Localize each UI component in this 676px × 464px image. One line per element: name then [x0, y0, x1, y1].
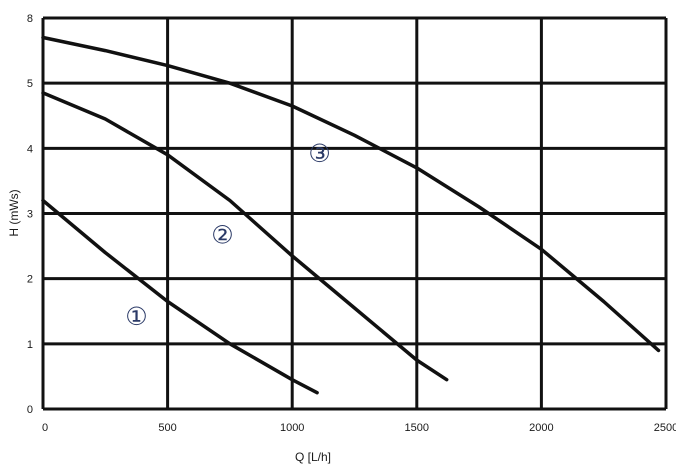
- y-tick-label-4: 4: [27, 143, 33, 155]
- grid-lines: [41, 16, 668, 411]
- pump-curves: [41, 35, 661, 395]
- x-tick-label-1: 500: [158, 422, 176, 434]
- y-tick-label-0: 0: [27, 404, 33, 416]
- x-tick-label-3: 1500: [405, 422, 429, 434]
- tick-labels: 0 500 1000 1500 2000 2500 0 1 2 3 4 5 8: [27, 13, 676, 434]
- curve-2: [41, 91, 449, 382]
- x-tick-label-4: 2000: [529, 422, 553, 434]
- x-axis-label: Q [L/h]: [295, 450, 331, 464]
- y-tick-label-2: 2: [27, 274, 33, 286]
- curve-label-2: ②: [211, 220, 233, 249]
- x-tick-label-2: 1000: [280, 422, 304, 434]
- y-tick-label-3: 3: [27, 209, 33, 221]
- curve-3: [41, 35, 661, 353]
- y-tick-label-6: 8: [27, 13, 33, 25]
- curve-labels: ① ② ③: [125, 139, 331, 331]
- y-tick-label-1: 1: [27, 339, 33, 351]
- curve-label-1: ①: [125, 302, 147, 331]
- y-tick-label-5: 5: [27, 78, 33, 90]
- x-tick-label-5: 2500: [654, 422, 676, 434]
- curve-1: [41, 198, 319, 395]
- curve-label-3: ③: [308, 139, 330, 168]
- x-tick-label-0: 0: [42, 422, 48, 434]
- y-axis-label: H (mWs): [7, 189, 21, 236]
